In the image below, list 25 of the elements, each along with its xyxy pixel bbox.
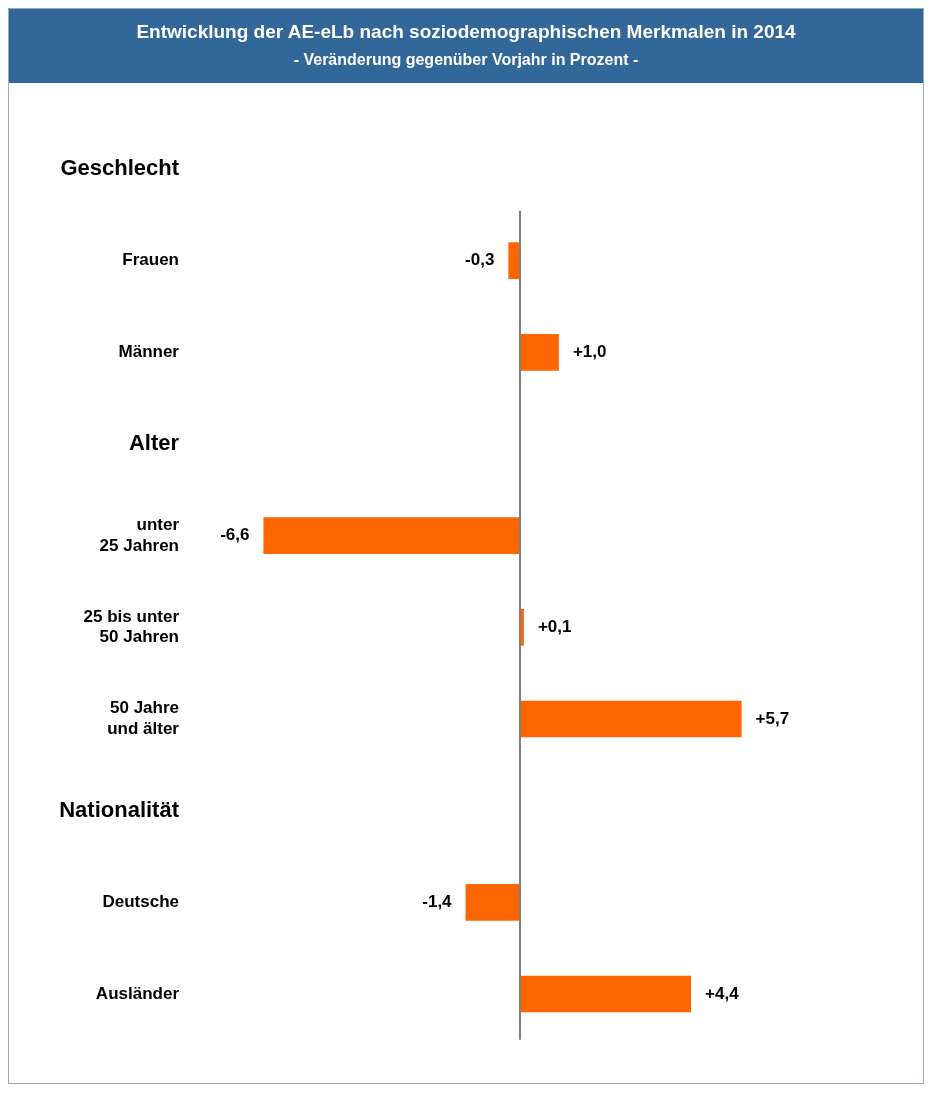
chart-title: Entwicklung der AE-eLb nach soziodemographischen Merkmalen in 2014 bbox=[135, 21, 797, 43]
data-label: +4,4 bbox=[705, 983, 740, 1003]
y-tick-label: Geschlecht bbox=[60, 155, 180, 181]
bar bbox=[508, 242, 520, 280]
y-tick-label: Ausländer bbox=[95, 983, 180, 1003]
y-tick-label: 25 bis unter 50 Jahren bbox=[83, 606, 180, 647]
data-label: -1,4 bbox=[422, 892, 453, 911]
y-tick-label: Frauen bbox=[122, 250, 179, 270]
data-label: +1,0 bbox=[572, 342, 607, 362]
bar bbox=[465, 883, 520, 921]
y-tick-label: unter 25 Jahren bbox=[99, 515, 180, 555]
bar bbox=[263, 517, 520, 554]
data-label: -0,3 bbox=[465, 250, 495, 270]
y-tick-label: Männer bbox=[118, 342, 180, 362]
bar bbox=[520, 700, 742, 738]
bar bbox=[520, 975, 692, 1013]
data-label: -6,6 bbox=[220, 525, 250, 545]
y-tick-label: Deutsche bbox=[102, 892, 179, 911]
data-label: +0,1 bbox=[537, 617, 572, 637]
chart-subtitle: - Veränderung gegenüber Vorjahr in Prozent - bbox=[292, 51, 640, 69]
y-tick-label: Nationalität bbox=[59, 796, 180, 822]
data-label: +5,7 bbox=[755, 708, 790, 728]
y-tick-label: Alter bbox=[128, 430, 180, 456]
bar bbox=[520, 334, 559, 371]
y-tick-label: 50 Jahre und älter bbox=[107, 698, 180, 738]
